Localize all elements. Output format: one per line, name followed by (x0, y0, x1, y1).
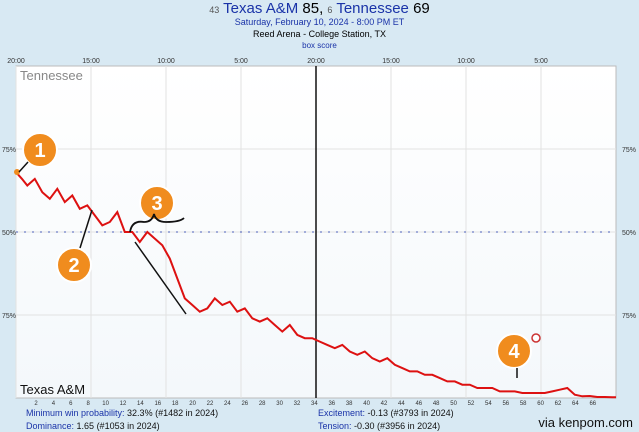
tension: Tension: -0.30 (#3956 in 2024) (318, 421, 440, 431)
bottom-tick-label: 24 (224, 401, 231, 407)
away-team-link[interactable]: Texas A&M (223, 0, 299, 17)
excitement-value: -0.13 (#3793 in 2024) (367, 408, 454, 418)
bottom-tick-label: 4 (52, 401, 56, 407)
y-tick-label: 50% (2, 230, 16, 237)
home-team-link[interactable]: Tennessee (336, 0, 409, 17)
top-team-label: Tennessee (20, 68, 83, 83)
bottom-tick-label: 30 (276, 401, 283, 407)
dominance: Dominance: 1.65 (#1053 in 2024) (26, 421, 160, 431)
bottom-tick-label: 54 (485, 401, 492, 407)
bottom-tick-label: 2 (34, 401, 38, 407)
bottom-tick-label: 58 (520, 401, 527, 407)
bottom-tick-label: 38 (346, 401, 353, 407)
x-tick-label: 5:00 (234, 58, 248, 65)
bottom-tick-label: 10 (102, 401, 109, 407)
bottom-tick-label: 36 (328, 401, 335, 407)
dominance-label: Dominance: (26, 421, 75, 431)
venue-line: Reed Arena - College Station, TX (253, 29, 386, 39)
bottom-tick-label: 64 (572, 401, 579, 407)
bottom-tick-label: 62 (555, 401, 562, 407)
annotation-1: 1 (18, 132, 58, 173)
date-line: Saturday, February 10, 2024 - 8:00 PM ET (234, 17, 405, 27)
bottom-tick-label: 40 (363, 401, 370, 407)
brace-icon (129, 213, 185, 233)
away-rank: 43 (209, 5, 220, 15)
home-rank: 6 (327, 5, 333, 15)
y-tick-label: 75% (622, 313, 636, 320)
dominance-value: 1.65 (#1053 in 2024) (76, 421, 160, 431)
x-tick-label: 5:00 (534, 58, 548, 65)
bottom-tick-label: 20 (189, 401, 196, 407)
min-win-value: 32.3% (#1482 in 2024) (127, 408, 219, 418)
bottom-tick-label: 26 (241, 401, 248, 407)
bottom-tick-label: 22 (207, 401, 214, 407)
bottom-tick-label: 48 (433, 401, 440, 407)
annotation-3: 3 (129, 185, 187, 315)
home-score: 69 (413, 0, 430, 17)
y-tick-labels: 75% 75% 50% 50% 75% 75% (2, 147, 636, 320)
bottom-tick-label: 14 (137, 401, 144, 407)
annotation-4: 4 (496, 333, 532, 378)
box-score-link[interactable]: box score (302, 41, 337, 50)
x-tick-label: 10:00 (457, 58, 475, 65)
min-win-label: Minimum win probability: (26, 408, 125, 418)
bottom-tick-label: 34 (311, 401, 318, 407)
x-tick-label: 15:00 (82, 58, 100, 65)
y-tick-label: 75% (622, 147, 636, 154)
tension-value: -0.30 (#3956 in 2024) (354, 421, 441, 431)
bottom-tick-label: 8 (87, 401, 91, 407)
y-tick-label: 50% (622, 230, 636, 237)
excitement-label: Excitement: (318, 408, 366, 418)
x-tick-label: 10:00 (157, 58, 175, 65)
bottom-tick-label: 52 (468, 401, 475, 407)
bottom-team-label: Texas A&M (20, 382, 85, 397)
title-separator: , (319, 0, 324, 17)
end-marker-icon (531, 333, 541, 343)
bottom-tick-label: 18 (172, 401, 179, 407)
y-tick-label: 75% (2, 147, 16, 154)
x-tick-label: 20:00 (307, 58, 325, 65)
away-score: 85 (302, 0, 320, 17)
game-title: 43 Texas A&M 85, 6 Tennessee 69 (0, 0, 639, 19)
annotation-2-label: 2 (68, 255, 79, 277)
bottom-tick-label: 46 (415, 401, 422, 407)
bottom-tick-label: 44 (398, 401, 405, 407)
excitement: Excitement: -0.13 (#3793 in 2024) (318, 408, 454, 418)
tension-label: Tension: (318, 421, 352, 431)
bottom-tick-labels: 2 4 6 8 10 12 14 16 18 20 22 24 26 28 30 32 34 36 38 40 42 44… (34, 401, 596, 407)
x-tick-labels: 20:00 15:00 10:00 5:00 20:00 15:00 10:00 5:00 (7, 58, 548, 65)
min-win-probability: Minimum win probability: 32.3% (#1482 in… (26, 408, 218, 418)
win-probability-line (15, 171, 616, 399)
x-tick-label: 15:00 (382, 58, 400, 65)
y-tick-label: 75% (2, 313, 16, 320)
bottom-tick-label: 60 (537, 401, 544, 407)
bottom-tick-label: 28 (259, 401, 266, 407)
bottom-tick-label: 12 (120, 401, 127, 407)
bottom-tick-label: 16 (154, 401, 161, 407)
x-tick-label: 20:00 (7, 58, 25, 65)
annotation-2: 2 (56, 209, 93, 283)
start-point (14, 169, 20, 175)
bottom-tick-label: 42 (381, 401, 388, 407)
source-credit[interactable]: via kenpom.com (538, 415, 633, 430)
bottom-tick-label: 6 (69, 401, 73, 407)
annotation-3-label: 3 (151, 193, 162, 215)
annotation-4-label: 4 (508, 341, 520, 363)
bottom-tick-label: 50 (450, 401, 457, 407)
bottom-tick-label: 66 (589, 401, 596, 407)
bottom-tick-label: 56 (502, 401, 509, 407)
annotation-1-label: 1 (34, 140, 45, 162)
bottom-tick-label: 32 (294, 401, 301, 407)
